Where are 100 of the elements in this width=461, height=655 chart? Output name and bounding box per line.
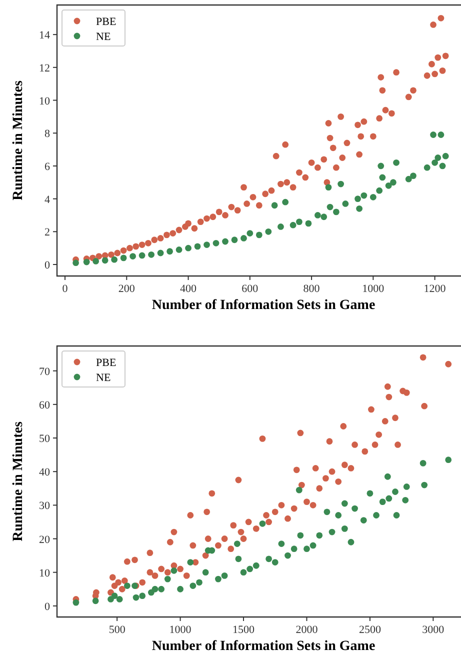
- x-tick-label: 1000: [169, 624, 192, 636]
- point: [190, 582, 196, 589]
- point: [221, 572, 228, 579]
- point: [297, 532, 304, 539]
- point: [265, 228, 272, 235]
- point: [111, 592, 118, 600]
- point: [278, 224, 284, 230]
- point: [304, 546, 310, 552]
- y-tick-label: 50: [39, 433, 50, 446]
- point: [139, 592, 146, 600]
- legend-label: PBE: [96, 357, 116, 369]
- point: [240, 235, 247, 242]
- point: [72, 260, 79, 266]
- point: [282, 198, 289, 206]
- x-tick-label: 600: [242, 283, 259, 295]
- point: [204, 242, 210, 248]
- point: [116, 596, 123, 602]
- x-tick-label: 0: [62, 283, 68, 295]
- legend-label: NE: [96, 372, 111, 384]
- point: [342, 200, 349, 207]
- y-tick-label: 0: [44, 260, 50, 272]
- point: [439, 162, 446, 170]
- point: [124, 582, 130, 589]
- point: [320, 214, 328, 220]
- x-tick-label: 2500: [358, 624, 382, 636]
- point: [341, 525, 348, 532]
- point: [177, 586, 184, 592]
- point: [266, 556, 272, 562]
- point: [296, 486, 302, 494]
- y-axis-title: Runtime in Minutes: [11, 80, 26, 200]
- point: [392, 488, 398, 495]
- point: [338, 180, 344, 188]
- point: [246, 230, 254, 236]
- point: [148, 251, 154, 258]
- y-tick-label: 14: [39, 30, 50, 42]
- point: [360, 192, 368, 199]
- x-tick-label: 1500: [232, 624, 256, 636]
- y-tick-label: 10: [39, 567, 50, 580]
- point: [376, 187, 383, 194]
- point: [164, 576, 171, 582]
- point: [316, 532, 323, 539]
- point: [360, 517, 367, 524]
- point: [92, 598, 99, 604]
- legend-label: PBE: [96, 16, 116, 28]
- point: [278, 540, 285, 547]
- point: [296, 218, 302, 225]
- point: [434, 154, 442, 161]
- point: [231, 236, 238, 244]
- point: [290, 546, 298, 552]
- x-tick-label: 3000: [422, 624, 445, 636]
- point: [348, 538, 354, 546]
- point: [403, 484, 410, 490]
- point: [341, 500, 348, 507]
- point: [252, 562, 260, 569]
- point: [328, 528, 336, 536]
- point: [430, 132, 436, 138]
- point: [421, 482, 428, 488]
- point: [215, 576, 222, 582]
- point: [234, 540, 240, 547]
- point: [157, 250, 164, 256]
- y-tick-label: 4: [44, 194, 50, 206]
- point: [152, 586, 158, 592]
- point: [324, 508, 330, 516]
- point: [352, 505, 358, 512]
- point: [432, 159, 438, 166]
- point: [176, 246, 182, 253]
- point: [132, 594, 140, 601]
- point: [202, 569, 209, 576]
- point: [335, 512, 342, 518]
- point: [393, 159, 400, 166]
- legend-label: NE: [96, 31, 111, 43]
- y-tick-label: 0: [44, 600, 50, 613]
- x-tick-label: 800: [303, 283, 320, 295]
- y-axis-title: Runtime in Minutes: [11, 421, 26, 542]
- y-tick-label: 2: [44, 226, 50, 239]
- point: [310, 542, 316, 549]
- point: [370, 194, 376, 200]
- point: [410, 172, 416, 180]
- x-tick-label: 2000: [296, 624, 318, 636]
- x-tick-label: 1000: [362, 283, 385, 295]
- point: [92, 258, 100, 264]
- point: [235, 556, 242, 562]
- point: [256, 232, 262, 238]
- x-axis-title: Number of Information Sets in Game: [152, 639, 376, 654]
- x-tick-label: 400: [180, 283, 198, 295]
- point: [445, 456, 452, 464]
- y-tick-label: 10: [39, 95, 50, 108]
- point: [305, 220, 312, 227]
- point: [366, 490, 374, 497]
- point: [170, 567, 178, 574]
- y-tick-label: 40: [39, 466, 50, 479]
- point: [187, 559, 194, 566]
- point: [402, 496, 409, 504]
- point: [72, 599, 80, 606]
- point: [420, 460, 426, 466]
- point: [379, 498, 386, 506]
- point: [393, 512, 400, 518]
- point: [130, 253, 136, 260]
- point: [120, 254, 127, 262]
- y-tick-label: 6: [44, 160, 50, 173]
